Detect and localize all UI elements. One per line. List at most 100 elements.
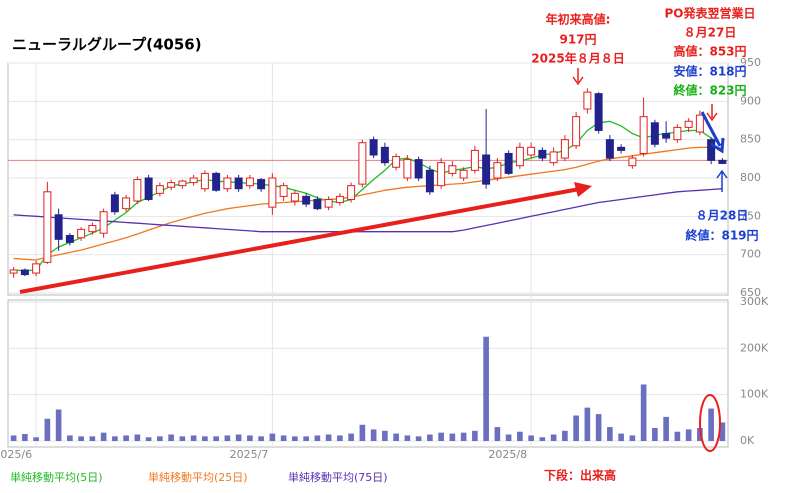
- volume-bar: [517, 431, 523, 441]
- candle-body: [673, 126, 682, 141]
- candle-body: [257, 179, 266, 190]
- annotation: 2025年８月８日: [531, 51, 624, 66]
- volume-bar: [494, 427, 501, 441]
- x-tick-label: 2025/7: [230, 448, 269, 461]
- ytd-high-note: 年初来高値: 917円 2025年８月８日: [531, 12, 624, 66]
- volume-bar: [640, 384, 647, 441]
- trend-arrow-head: [574, 182, 592, 197]
- candle-body: [369, 139, 378, 156]
- annotation: ８月28日: [696, 209, 749, 223]
- volume-bar: [629, 435, 636, 441]
- volume-bar: [719, 422, 726, 441]
- po-note: PO発表翌営業日 ８月27日 高値：853円 安値：818円 終値：823円: [665, 6, 756, 98]
- candle-body: [684, 120, 693, 128]
- candle-body: [549, 151, 558, 164]
- trend-arrow: [19, 186, 586, 294]
- candle-body: [335, 195, 344, 204]
- candle-body: [223, 177, 232, 190]
- candle-body: [245, 177, 254, 187]
- annotation: 終値：823円: [673, 83, 746, 98]
- y-tick-label: 650: [740, 286, 761, 299]
- volume-bar: [359, 424, 366, 441]
- volume-bar: [539, 437, 546, 441]
- arrow: [706, 104, 718, 122]
- candle-body: [234, 177, 243, 190]
- annotation: PO発表翌営業日: [665, 6, 756, 21]
- volume-bar: [460, 432, 467, 441]
- volume-bar: [303, 436, 309, 441]
- volume-bar: [213, 436, 219, 441]
- y-tick-label: 950: [740, 56, 761, 69]
- volume-bar: [663, 416, 669, 441]
- volume-bar: [415, 436, 422, 441]
- y-tick-label: 300K: [740, 295, 769, 308]
- volume-bar: [280, 435, 287, 441]
- volume-bar: [685, 429, 692, 441]
- volume-bar: [607, 427, 613, 441]
- annotation: ８月27日: [684, 26, 737, 40]
- candle-body: [459, 169, 468, 179]
- volume-bar: [652, 428, 658, 441]
- volume-bar: [168, 434, 174, 441]
- y-tick-label: 200K: [740, 341, 769, 354]
- candle-body: [110, 194, 119, 213]
- ma-line: [13, 188, 723, 233]
- volume-bar: [708, 408, 714, 441]
- annotation: 終値：819円: [685, 228, 758, 243]
- ma-line: [13, 120, 723, 272]
- y-tick-label: 100K: [740, 388, 769, 401]
- candle-body: [380, 146, 389, 164]
- volume-bar: [55, 409, 62, 441]
- candle-body: [43, 191, 52, 263]
- legend-label: 単純移動平均(5日): [10, 470, 103, 484]
- volume-bar: [22, 434, 28, 441]
- volume-bar: [179, 436, 186, 441]
- candle-body: [88, 225, 97, 233]
- y-tick-label: 900: [740, 94, 761, 107]
- candle-body: [493, 162, 502, 179]
- candle-body: [392, 156, 401, 168]
- volume-bar: [472, 430, 478, 441]
- candle-body: [425, 169, 434, 193]
- volume-bar: [247, 435, 253, 441]
- volume-bar: [134, 434, 141, 441]
- candle-body: [144, 177, 153, 200]
- volume-bar: [449, 433, 456, 441]
- volume-bar: [202, 436, 208, 441]
- legend-label: 単純移動平均(75日): [288, 470, 388, 484]
- volume-bar: [44, 418, 51, 441]
- volume-bar: [190, 435, 197, 441]
- candle-body: [302, 195, 311, 205]
- candle-body: [290, 192, 299, 202]
- price-panel: [7, 62, 729, 296]
- volume-panel: [7, 299, 729, 448]
- candle-body: [167, 182, 176, 188]
- volume-bar: [528, 435, 534, 441]
- volume-bar: [325, 434, 332, 441]
- y-tick-label: 700: [740, 248, 761, 261]
- candle-body: [560, 139, 569, 159]
- volume-label: 下段：出来高: [544, 468, 616, 483]
- chart-title: ニューラルグループ(4056): [12, 36, 202, 54]
- candle-body: [324, 198, 333, 208]
- candle-body: [707, 139, 716, 161]
- volume-bar: [550, 434, 557, 441]
- volume-bar: [674, 431, 681, 441]
- candle-body: [594, 93, 603, 131]
- candle-body: [133, 179, 142, 202]
- candle-body: [54, 214, 63, 240]
- volume-bar: [562, 430, 568, 441]
- volume-bar: [292, 436, 298, 441]
- candle-body: [650, 122, 659, 145]
- volume-bar: [393, 433, 399, 441]
- candle-body: [279, 185, 288, 197]
- volume-bar: [145, 437, 152, 441]
- volume-bar: [33, 437, 39, 441]
- volume-bar: [370, 429, 377, 441]
- volume-bar: [382, 430, 388, 441]
- candle-body: [639, 116, 648, 154]
- arrow: [716, 169, 728, 192]
- annotation: 年初来高値:: [546, 12, 611, 27]
- volume-bar: [235, 434, 242, 441]
